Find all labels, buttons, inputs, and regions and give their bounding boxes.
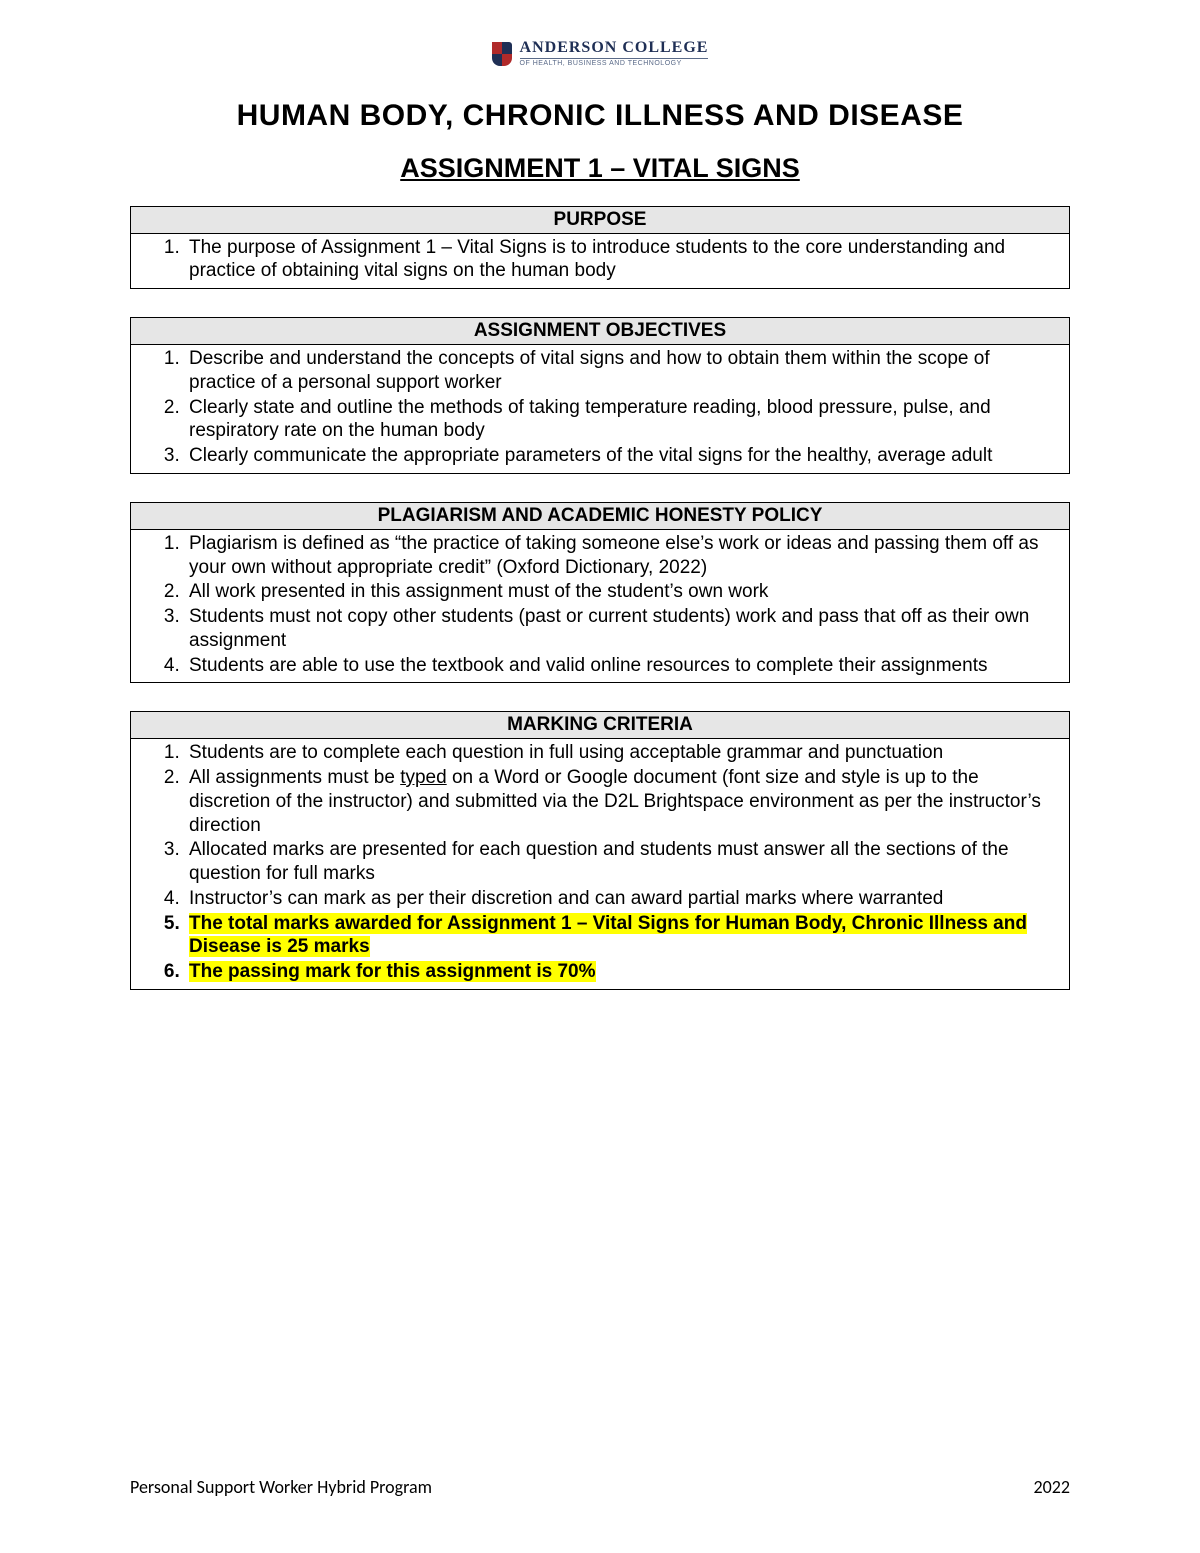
section-body-marking: Students are to complete each question i… (131, 739, 1069, 989)
section-body-plagiarism: Plagiarism is defined as “the practice o… (131, 530, 1069, 683)
marking-item-3: Allocated marks are presented for each q… (185, 838, 1057, 886)
section-purpose: PURPOSE The purpose of Assignment 1 – Vi… (130, 206, 1070, 290)
section-marking: MARKING CRITERIA Students are to complet… (130, 711, 1070, 990)
logo-line2: OF HEALTH, BUSINESS AND TECHNOLOGY (520, 58, 709, 67)
footer-right: 2022 (1034, 1476, 1071, 1498)
section-header-purpose: PURPOSE (131, 207, 1069, 234)
marking-item-1: Students are to complete each question i… (185, 741, 1057, 765)
marking-item-6-text: The passing mark for this assignment is … (189, 961, 596, 982)
section-objectives: ASSIGNMENT OBJECTIVES Describe and under… (130, 317, 1070, 474)
section-plagiarism: PLAGIARISM AND ACADEMIC HONESTY POLICY P… (130, 502, 1070, 684)
marking-item-2-underlined: typed (400, 767, 446, 788)
plagiarism-item-3: Students must not copy other students (p… (185, 605, 1057, 653)
section-header-marking: MARKING CRITERIA (131, 712, 1069, 739)
marking-item-2-pre: All assignments must be (189, 767, 400, 788)
document-page: ANDERSON COLLEGE OF HEALTH, BUSINESS AND… (0, 0, 1200, 1553)
plagiarism-item-1: Plagiarism is defined as “the practice o… (185, 532, 1057, 580)
plagiarism-item-2: All work presented in this assignment mu… (185, 580, 1057, 604)
logo-container: ANDERSON COLLEGE OF HEALTH, BUSINESS AND… (130, 40, 1070, 71)
marking-item-4: Instructor’s can mark as per their discr… (185, 887, 1057, 911)
logo-text: ANDERSON COLLEGE OF HEALTH, BUSINESS AND… (520, 40, 709, 67)
objectives-item-1: Describe and understand the concepts of … (185, 347, 1057, 395)
college-logo: ANDERSON COLLEGE OF HEALTH, BUSINESS AND… (492, 40, 709, 67)
footer-left: Personal Support Worker Hybrid Program (130, 1476, 432, 1498)
page-subtitle: ASSIGNMENT 1 – VITAL SIGNS (130, 153, 1070, 184)
shield-icon (492, 42, 512, 66)
section-body-purpose: The purpose of Assignment 1 – Vital Sign… (131, 234, 1069, 289)
purpose-item-1: The purpose of Assignment 1 – Vital Sign… (185, 236, 1057, 284)
marking-item-5-text: The total marks awarded for Assignment 1… (189, 913, 1027, 958)
section-body-objectives: Describe and understand the concepts of … (131, 345, 1069, 473)
objectives-item-3: Clearly communicate the appropriate para… (185, 444, 1057, 468)
marking-item-5: The total marks awarded for Assignment 1… (185, 912, 1057, 960)
plagiarism-item-4: Students are able to use the textbook an… (185, 654, 1057, 678)
page-footer: Personal Support Worker Hybrid Program 2… (130, 1476, 1070, 1498)
section-header-objectives: ASSIGNMENT OBJECTIVES (131, 318, 1069, 345)
section-header-plagiarism: PLAGIARISM AND ACADEMIC HONESTY POLICY (131, 503, 1069, 530)
marking-item-6: The passing mark for this assignment is … (185, 960, 1057, 984)
marking-item-2: All assignments must be typed on a Word … (185, 766, 1057, 837)
objectives-item-2: Clearly state and outline the methods of… (185, 396, 1057, 444)
logo-line1: ANDERSON COLLEGE (520, 40, 709, 56)
page-title: HUMAN BODY, CHRONIC ILLNESS AND DISEASE (130, 99, 1070, 133)
